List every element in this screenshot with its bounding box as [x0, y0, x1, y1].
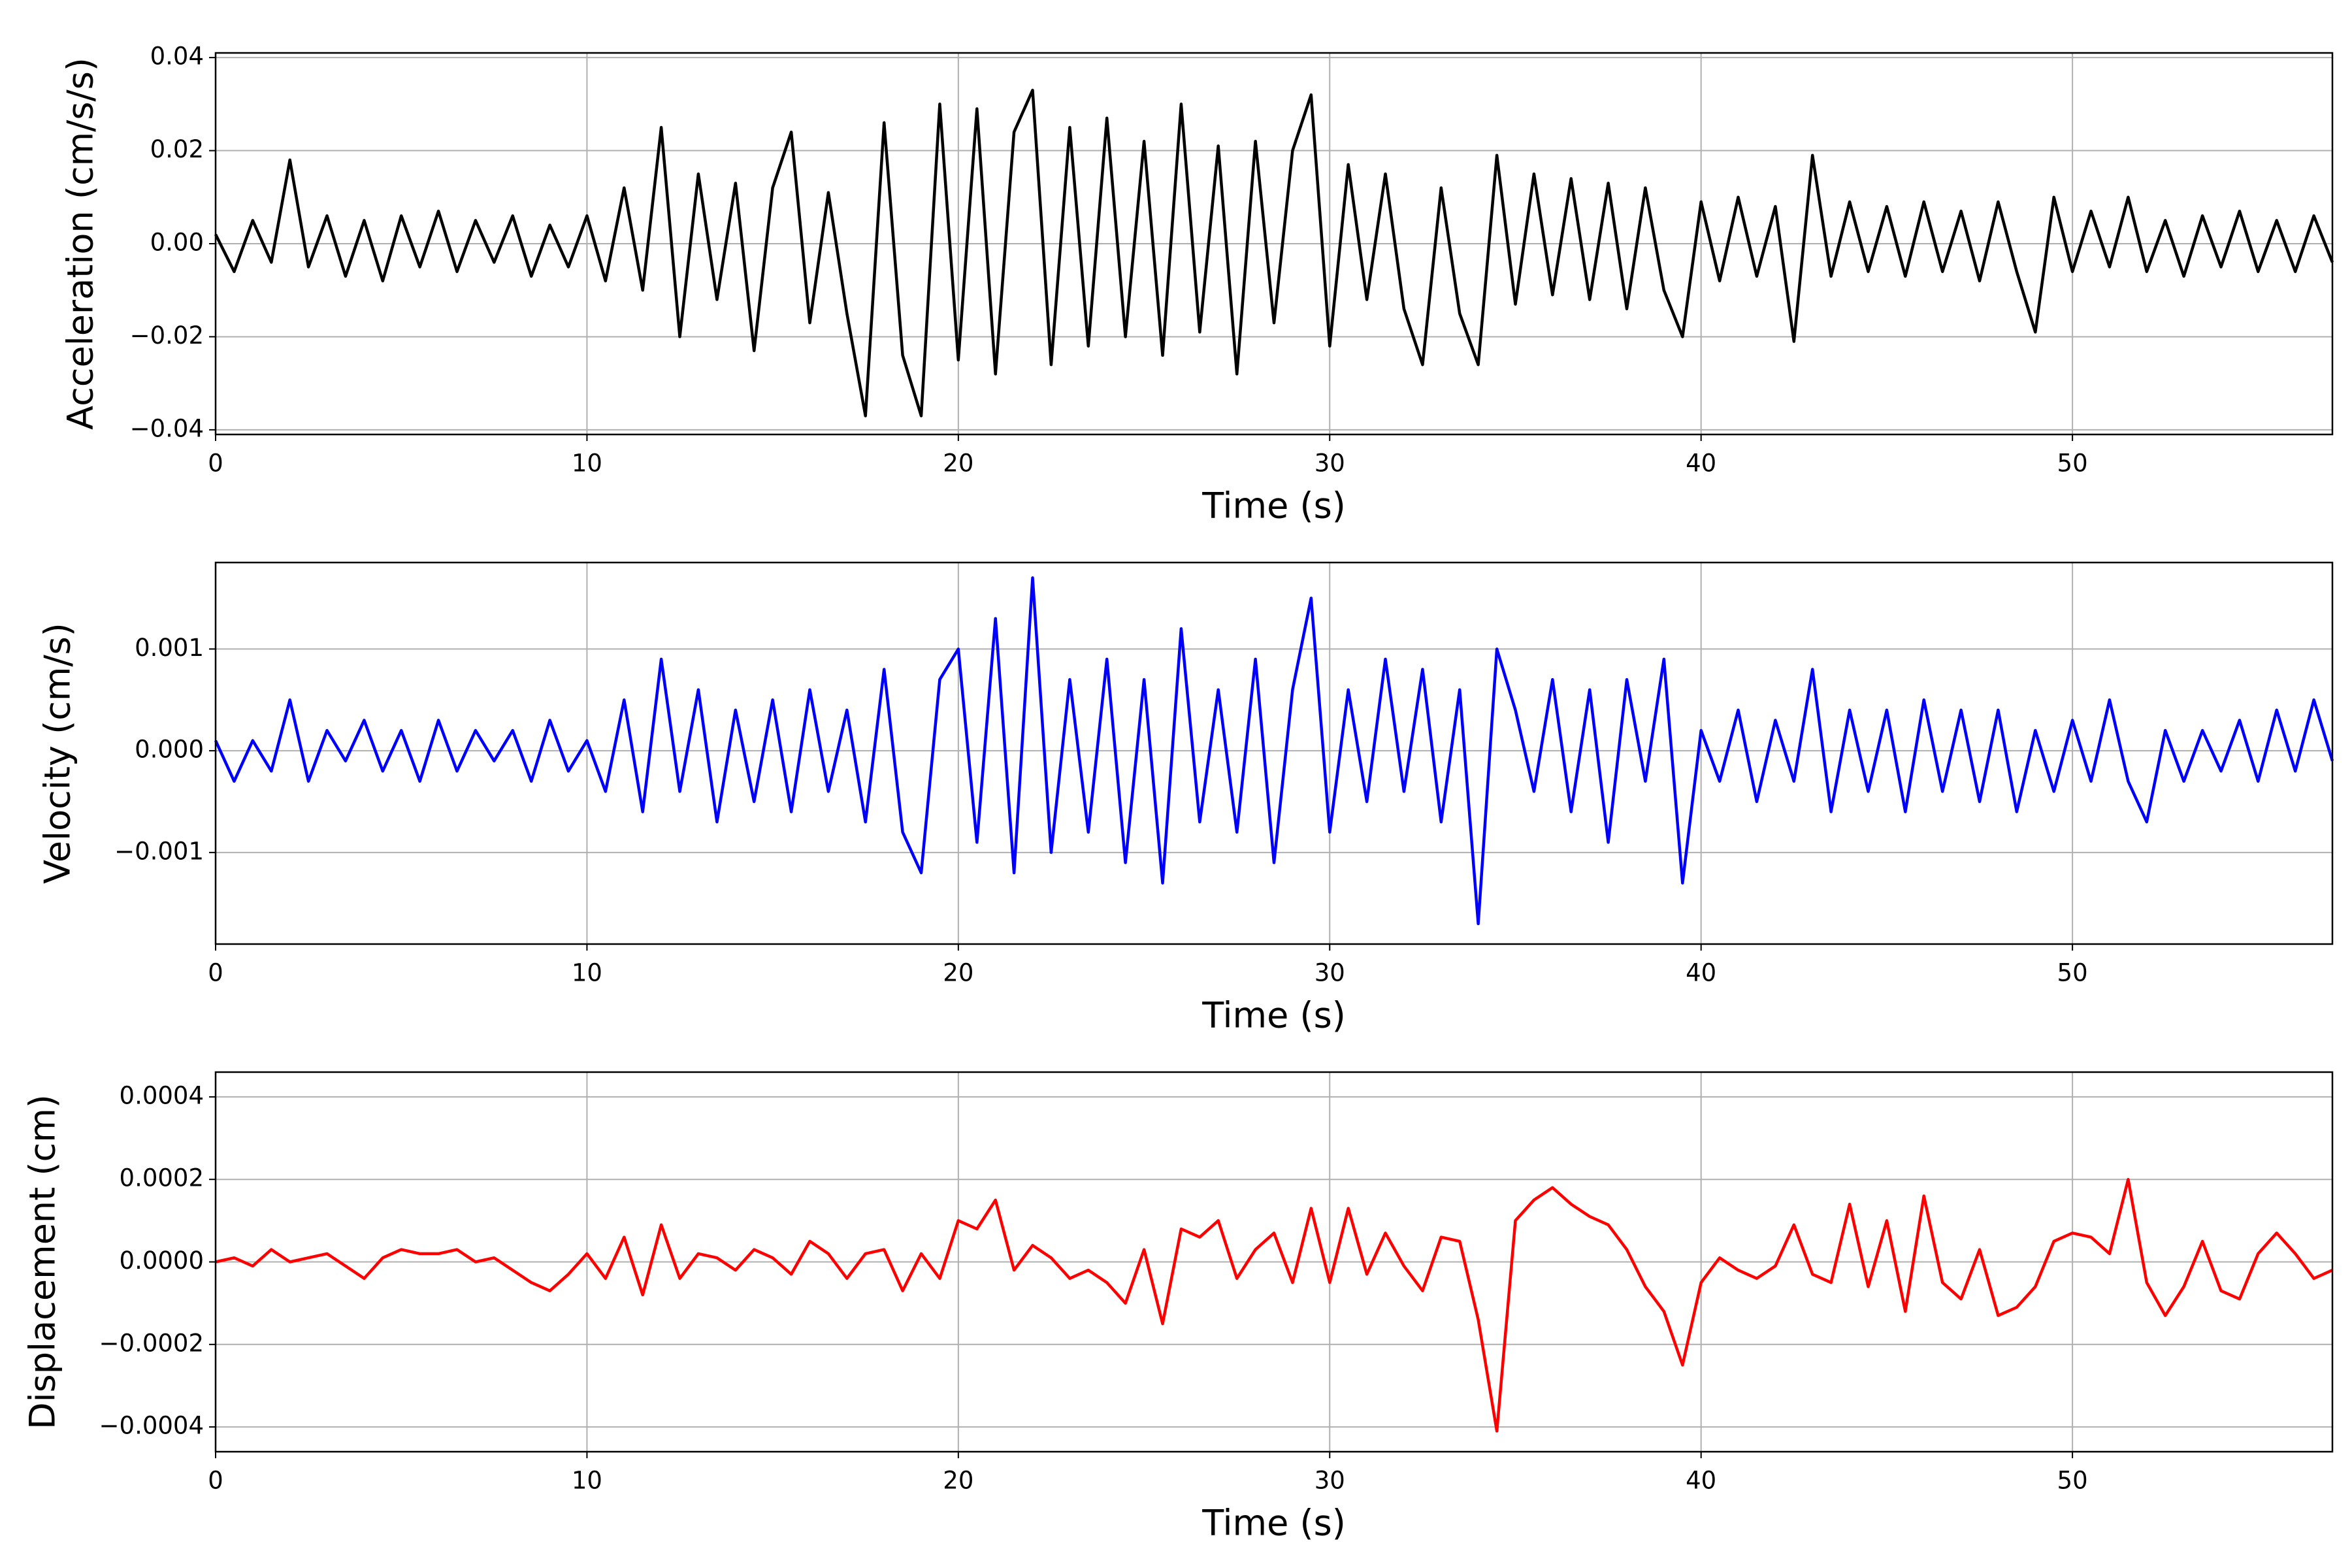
y-tick-label: 0.001 [135, 634, 204, 662]
x-tick-label: 10 [572, 959, 602, 987]
x-tick-label: 30 [1315, 959, 1345, 987]
y-tick-label: 0.04 [150, 42, 204, 71]
y-tick-label: −0.0002 [99, 1329, 204, 1357]
x-axis-label: Time (s) [1201, 485, 1346, 527]
x-tick-label: 0 [208, 1467, 223, 1495]
axes-frame [214, 52, 2334, 436]
y-tick-label: 0.02 [150, 135, 204, 163]
data-line [214, 88, 2334, 417]
y-tick-label: −0.001 [114, 837, 204, 865]
x-tick-label: 40 [1686, 959, 1716, 987]
y-tick-label: 0.0000 [120, 1247, 204, 1275]
y-tick-label: 0.0004 [120, 1081, 204, 1109]
x-tick-label: 50 [2057, 449, 2088, 478]
x-tick-label: 40 [1686, 449, 1716, 478]
x-tick-label: 10 [572, 1467, 602, 1495]
x-tick-label: 20 [943, 959, 973, 987]
x-tick-label: 0 [208, 449, 223, 478]
x-tick-label: 20 [943, 449, 973, 478]
data-line [214, 576, 2334, 926]
x-axis-label: Time (s) [1201, 995, 1346, 1036]
x-axis-label: Time (s) [1201, 1503, 1346, 1544]
y-axis-label: Displacement (cm) [22, 1094, 63, 1429]
axes-frame [214, 561, 2334, 945]
x-tick-label: 30 [1315, 1467, 1345, 1495]
y-tick-label: −0.0004 [99, 1412, 204, 1440]
y-tick-label: −0.02 [130, 321, 204, 350]
y-tick-label: 0.0002 [120, 1164, 204, 1192]
x-tick-label: 10 [572, 449, 602, 478]
x-tick-label: 0 [208, 959, 223, 987]
x-tick-label: 30 [1315, 449, 1345, 478]
axes-frame [214, 1071, 2334, 1453]
y-axis-label: Velocity (cm/s) [37, 623, 78, 884]
y-tick-label: −0.04 [130, 414, 204, 442]
y-tick-label: 0.000 [135, 736, 204, 764]
data-line [215, 1177, 2333, 1433]
x-tick-label: 20 [943, 1467, 973, 1495]
x-tick-label: 50 [2057, 959, 2088, 987]
y-tick-label: 0.00 [150, 229, 204, 257]
x-tick-label: 50 [2057, 1467, 2088, 1495]
y-axis-label: Acceleration (cm/s/s) [60, 57, 101, 430]
x-tick-label: 40 [1686, 1467, 1716, 1495]
